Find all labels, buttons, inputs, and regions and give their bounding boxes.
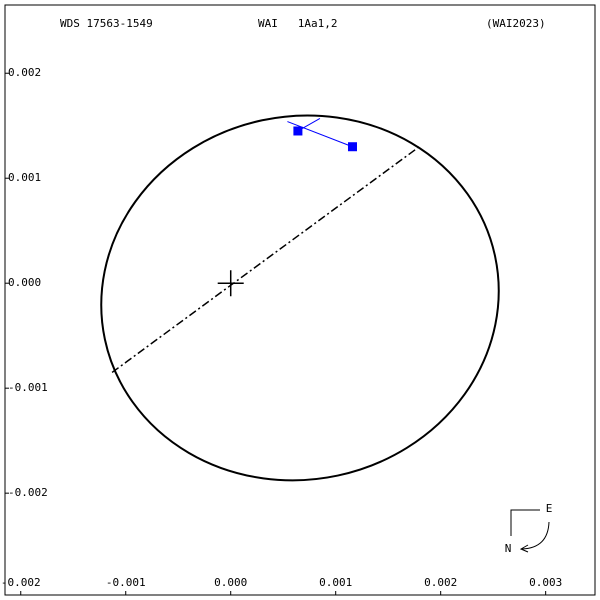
residual — [287, 121, 353, 148]
x-tick-label: 0.003 — [529, 576, 562, 589]
frame — [4, 4, 596, 596]
observation — [347, 142, 357, 152]
compass-arms — [510, 509, 540, 536]
compass-east: E — [546, 502, 553, 515]
x-tick-label: -0.001 — [106, 576, 146, 589]
header-left: WDS 17563-1549 — [60, 17, 153, 30]
x-tick-label: 0.001 — [319, 576, 352, 589]
x-tick-label: 0.000 — [214, 576, 247, 589]
y-tick-label: -0.002 — [8, 486, 48, 499]
compass-north: N — [505, 542, 512, 555]
header-right: (WAI2023) — [486, 17, 546, 30]
y-tick-label: 0.002 — [8, 66, 41, 79]
observation — [293, 126, 303, 136]
orbit-ellipse — [100, 114, 500, 482]
y-tick-label: -0.001 — [8, 381, 48, 394]
x-tick-label: -0.002 — [1, 576, 41, 589]
y-tick-label: 0.001 — [8, 171, 41, 184]
y-tick-label: 0.000 — [8, 276, 41, 289]
primary-star — [217, 270, 244, 297]
x-tick-label: 0.002 — [424, 576, 457, 589]
line-of-nodes — [111, 145, 422, 374]
header-center: WAI 1Aa1,2 — [258, 17, 337, 30]
compass-arrow — [519, 521, 550, 553]
